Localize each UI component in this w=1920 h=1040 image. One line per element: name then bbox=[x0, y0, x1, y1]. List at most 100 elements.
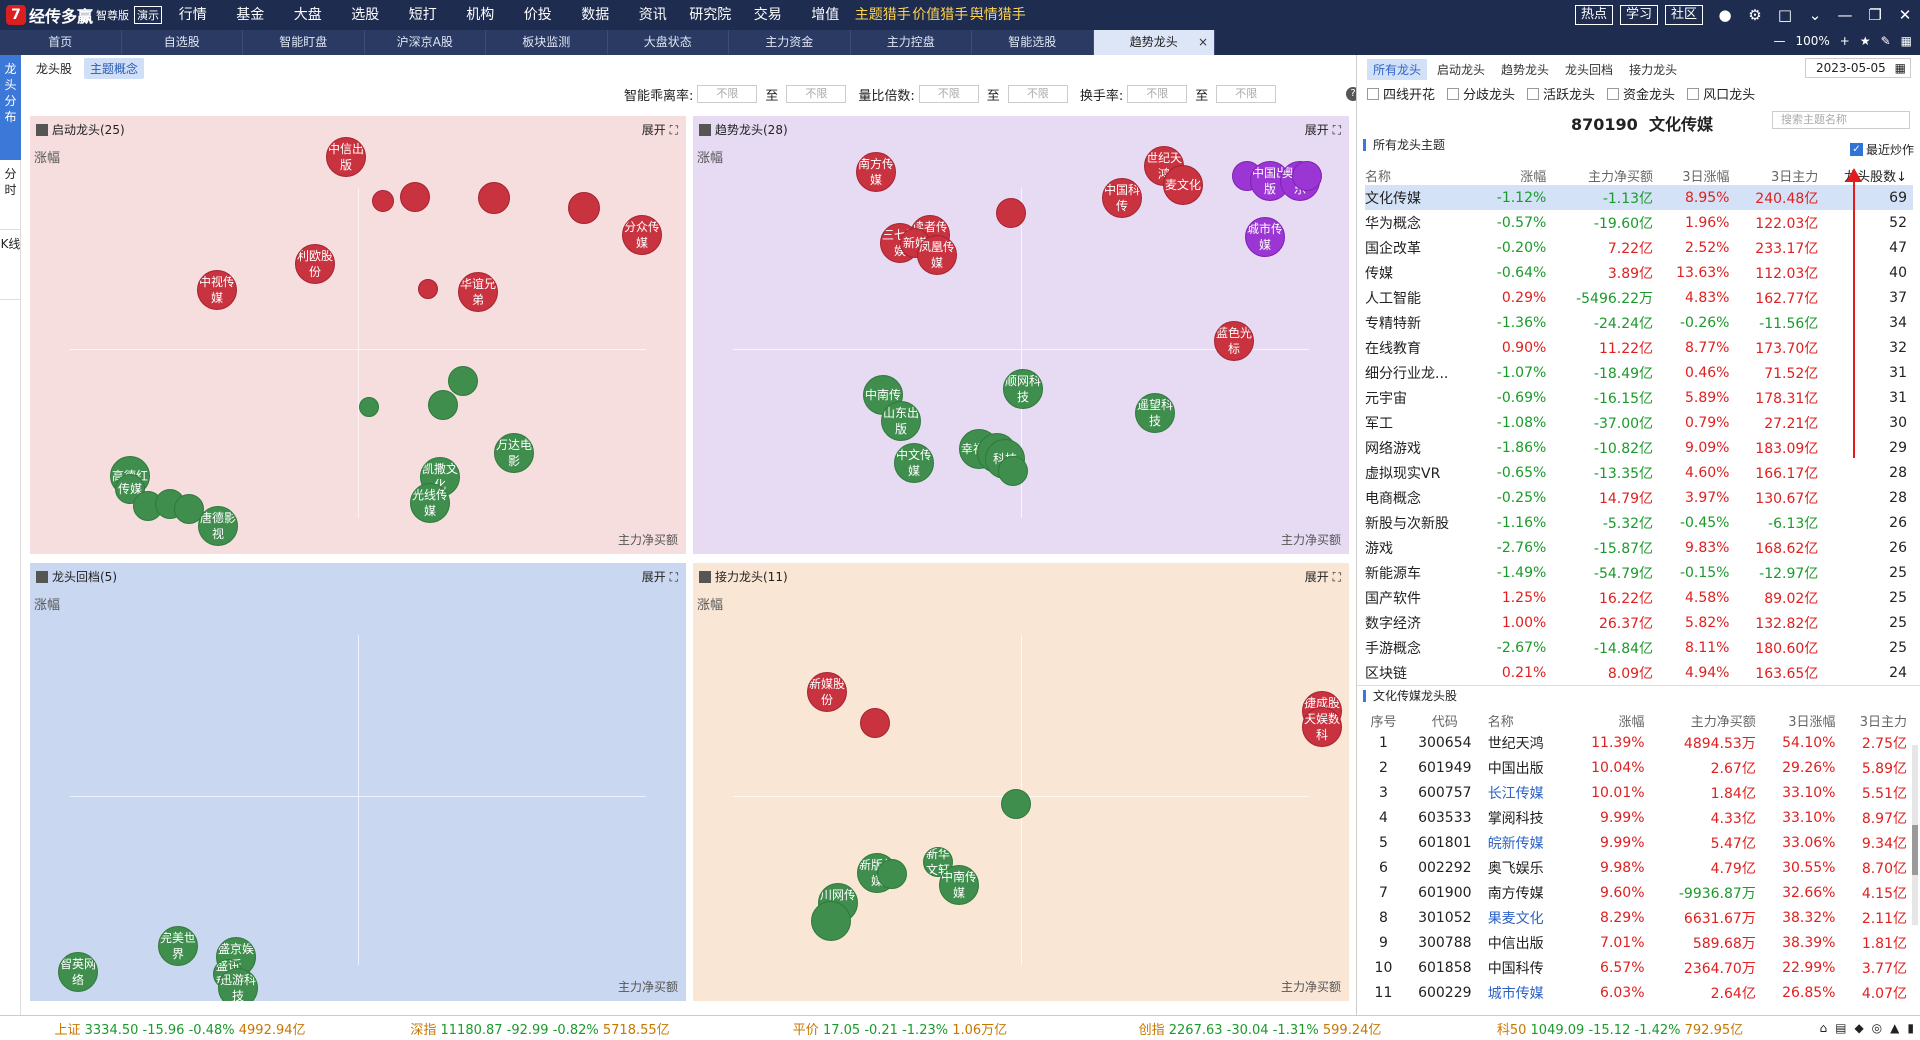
theme-row[interactable]: 区块链 0.21% 8.09亿 4.94% 163.65亿 24 bbox=[1365, 660, 1913, 685]
leader-row[interactable]: 3 600757 长江传媒 10.01% 1.84亿 33.10% 5.51亿 bbox=[1365, 780, 1913, 805]
stock-bubble[interactable]: 利欧股份 bbox=[295, 244, 335, 284]
stock-bubble[interactable]: 城市传媒 bbox=[1245, 217, 1285, 257]
leader-filter-checkbox[interactable]: 活跃龙头 bbox=[1527, 84, 1595, 103]
leader-type-tab[interactable]: 龙头回档 bbox=[1565, 63, 1614, 77]
stock-bubble[interactable]: 新媒股份 bbox=[807, 672, 847, 712]
theme-search-input[interactable]: 搜索主题名称 bbox=[1772, 111, 1910, 129]
stock-bubble[interactable] bbox=[996, 198, 1026, 228]
menu-item[interactable]: 选股 bbox=[351, 7, 380, 23]
leader-filter-checkbox[interactable]: 风口龙头 bbox=[1687, 84, 1755, 103]
column-header[interactable]: 主力净买额 bbox=[1588, 169, 1654, 185]
status-tool-icon[interactable]: ▮ bbox=[1907, 1021, 1914, 1035]
expand-button[interactable]: 展开 ⛶ bbox=[1305, 121, 1341, 138]
menu-item[interactable]: 数据 bbox=[581, 7, 610, 23]
menu-item[interactable]: 行情 bbox=[178, 7, 207, 23]
status-tool-icon[interactable]: ⌂ bbox=[1819, 1021, 1828, 1035]
stock-bubble[interactable]: 中国科传 bbox=[1102, 178, 1142, 218]
hot-button[interactable]: 热点 bbox=[1574, 5, 1613, 25]
theme-row[interactable]: 传媒 -0.64% 3.89亿 13.63% 112.03亿 40 bbox=[1365, 260, 1913, 285]
subtab-concepts[interactable]: 主题概念 bbox=[84, 58, 145, 79]
theme-row[interactable]: 数字经济 1.00% 26.37亿 5.82% 132.82亿 25 bbox=[1365, 610, 1913, 635]
theme-row[interactable]: 专精特新 -1.36% -24.24亿 -0.26% -11.56亿 34 bbox=[1365, 310, 1913, 335]
theme-row[interactable]: 新能源车 -1.49% -54.79亿 -0.15% -12.97亿 25 bbox=[1365, 560, 1913, 585]
app-logo[interactable]: 7 经传多赢 智尊版 演示 bbox=[6, 5, 163, 26]
column-header[interactable]: 名称 bbox=[1487, 714, 1514, 730]
leader-row[interactable]: 10 601858 中国科传 6.57% 2364.70万 22.99% 3.77亿 bbox=[1365, 955, 1913, 980]
leader-type-tab[interactable]: 所有龙头 bbox=[1367, 59, 1428, 80]
leader-row[interactable]: 7 601900 南方传媒 9.60% -9936.87万 32.66% 4.15亿 bbox=[1365, 880, 1913, 905]
column-header[interactable]: 涨幅 bbox=[1520, 169, 1547, 185]
subtab-leaders[interactable]: 龙头股 bbox=[36, 62, 73, 76]
tab-item[interactable]: 自选股 bbox=[122, 30, 243, 55]
fullscreen-icon[interactable]: ⛶ bbox=[1328, 123, 1341, 137]
stock-bubble[interactable] bbox=[860, 708, 890, 738]
stock-bubble[interactable] bbox=[400, 182, 430, 212]
status-tool-icon[interactable]: ◎ bbox=[1871, 1021, 1883, 1035]
expand-button[interactable]: 展开 ⛶ bbox=[642, 121, 678, 138]
tab-item[interactable]: 板块监测 bbox=[486, 30, 608, 55]
stock-bubble[interactable] bbox=[372, 190, 394, 212]
theme-row[interactable]: 在线教育 0.90% 11.22亿 8.77% 173.70亿 32 bbox=[1365, 335, 1913, 360]
stock-bubble[interactable] bbox=[448, 366, 478, 396]
theme-row[interactable]: 游戏 -2.76% -15.87亿 9.83% 168.62亿 26 bbox=[1365, 535, 1913, 560]
menu-item[interactable]: 研究院 bbox=[689, 7, 732, 23]
tab-item[interactable]: 首页 bbox=[0, 30, 122, 55]
leader-row[interactable]: 6 002292 奥飞娱乐 9.98% 4.79亿 30.55% 8.70亿 bbox=[1365, 855, 1913, 880]
menu-item[interactable]: 交易 bbox=[753, 7, 782, 23]
column-header[interactable]: 3日主力 bbox=[1771, 169, 1819, 185]
stock-bubble[interactable]: 麦文化 bbox=[1163, 165, 1203, 205]
side-nav-intraday[interactable]: 分时 bbox=[0, 160, 21, 230]
theme-row[interactable]: 华为概念 -0.57% -19.60亿 1.96% 122.03亿 52 bbox=[1365, 210, 1913, 235]
grid-icon[interactable]: ▦ bbox=[1900, 34, 1912, 48]
theme-row[interactable]: 文化传媒 -1.12% -1.13亿 8.95% 240.48亿 69 bbox=[1365, 185, 1913, 210]
filter-from-input[interactable]: 不限 bbox=[918, 85, 979, 103]
column-header[interactable]: 3日涨幅 bbox=[1788, 714, 1836, 730]
stock-bubble[interactable]: 万达电影 bbox=[494, 433, 534, 473]
fullscreen-icon[interactable]: ⛶ bbox=[665, 570, 678, 584]
menu-item[interactable]: 舆情猎手 bbox=[969, 7, 1026, 23]
stock-bubble[interactable]: 遥望科技 bbox=[1135, 393, 1175, 433]
stock-bubble[interactable] bbox=[478, 182, 510, 214]
menu-item[interactable]: 短打 bbox=[408, 7, 437, 23]
leader-row[interactable]: 8 301052 果麦文化 8.29% 6631.67万 38.32% 2.11亿 bbox=[1365, 905, 1913, 930]
star-icon[interactable]: ★ bbox=[1859, 34, 1871, 48]
stock-bubble[interactable]: 中南传媒 bbox=[939, 865, 979, 905]
leader-type-tab[interactable]: 启动龙头 bbox=[1437, 63, 1486, 77]
stock-bubble[interactable] bbox=[568, 192, 600, 224]
index-ticker[interactable]: 创指 2267.63 -30.04 -1.31% 599.24亿 bbox=[1080, 1019, 1440, 1038]
study-button[interactable]: 学习 bbox=[1619, 5, 1658, 25]
stock-bubble[interactable]: 南方传媒 bbox=[856, 152, 896, 192]
filter-from-input[interactable]: 不限 bbox=[1127, 85, 1188, 103]
filter-to-input[interactable]: 不限 bbox=[1007, 85, 1068, 103]
tab-item[interactable]: 趋势龙头 × bbox=[1093, 30, 1215, 55]
column-header[interactable]: 名称 bbox=[1365, 169, 1392, 185]
leader-row[interactable]: 4 603533 掌阅科技 9.99% 4.33亿 33.10% 8.97亿 bbox=[1365, 805, 1913, 830]
menu-item[interactable]: 增值 bbox=[811, 7, 840, 23]
leader-row[interactable]: 1 300654 世纪天鸿 11.39% 4894.53万 54.10% 2.75亿 bbox=[1365, 730, 1913, 755]
status-tool-icon[interactable]: ▲ bbox=[1890, 1021, 1900, 1035]
stock-bubble[interactable]: 分众传媒 bbox=[622, 215, 662, 255]
column-header[interactable]: 涨幅 bbox=[1618, 714, 1645, 730]
stock-bubble[interactable]: 光线传媒 bbox=[410, 483, 450, 523]
menu-item[interactable]: 价投 bbox=[523, 7, 552, 23]
minimize-icon[interactable]: — bbox=[1837, 6, 1853, 24]
index-ticker[interactable]: 上证 3334.50 -15.96 -0.48% 4992.94亿 bbox=[0, 1019, 360, 1038]
menu-item[interactable]: 大盘 bbox=[293, 7, 322, 23]
chevron-down-icon[interactable]: ⌄ bbox=[1808, 6, 1822, 24]
leader-type-tab[interactable]: 接力龙头 bbox=[1629, 63, 1678, 77]
tab-item[interactable]: 沪深京A股 bbox=[365, 30, 486, 55]
index-ticker[interactable]: 深指 11180.87 -92.99 -0.82% 5718.55亿 bbox=[360, 1019, 720, 1038]
theme-row[interactable]: 网络游戏 -1.86% -10.82亿 9.09% 183.09亿 29 bbox=[1365, 435, 1913, 460]
theme-row[interactable]: 虚拟现实VR -0.65% -13.35亿 4.60% 166.17亿 28 bbox=[1365, 460, 1913, 485]
stock-bubble[interactable]: 顺网科技 bbox=[1003, 369, 1043, 409]
menu-item[interactable]: 资讯 bbox=[638, 7, 667, 23]
menu-item[interactable]: 基金 bbox=[236, 7, 265, 23]
menu-item[interactable]: 价值猎手 bbox=[912, 7, 969, 23]
recent-hype-check[interactable]: ✓ 最近炒作 bbox=[1849, 141, 1914, 158]
scroll-thumb[interactable] bbox=[1912, 825, 1918, 875]
theme-row[interactable]: 新股与次新股 -1.16% -5.32亿 -0.45% -6.13亿 26 bbox=[1365, 510, 1913, 535]
theme-row[interactable]: 元宇宙 -0.69% -16.15亿 5.89% 178.31亿 31 bbox=[1365, 385, 1913, 410]
filter-from-input[interactable]: 不限 bbox=[697, 85, 758, 103]
index-ticker[interactable]: 科50 1049.09 -15.12 -1.42% 792.95亿 bbox=[1440, 1019, 1800, 1038]
leader-row[interactable]: 9 300788 中信出版 7.01% 589.68万 38.39% 1.81亿 bbox=[1365, 930, 1913, 955]
